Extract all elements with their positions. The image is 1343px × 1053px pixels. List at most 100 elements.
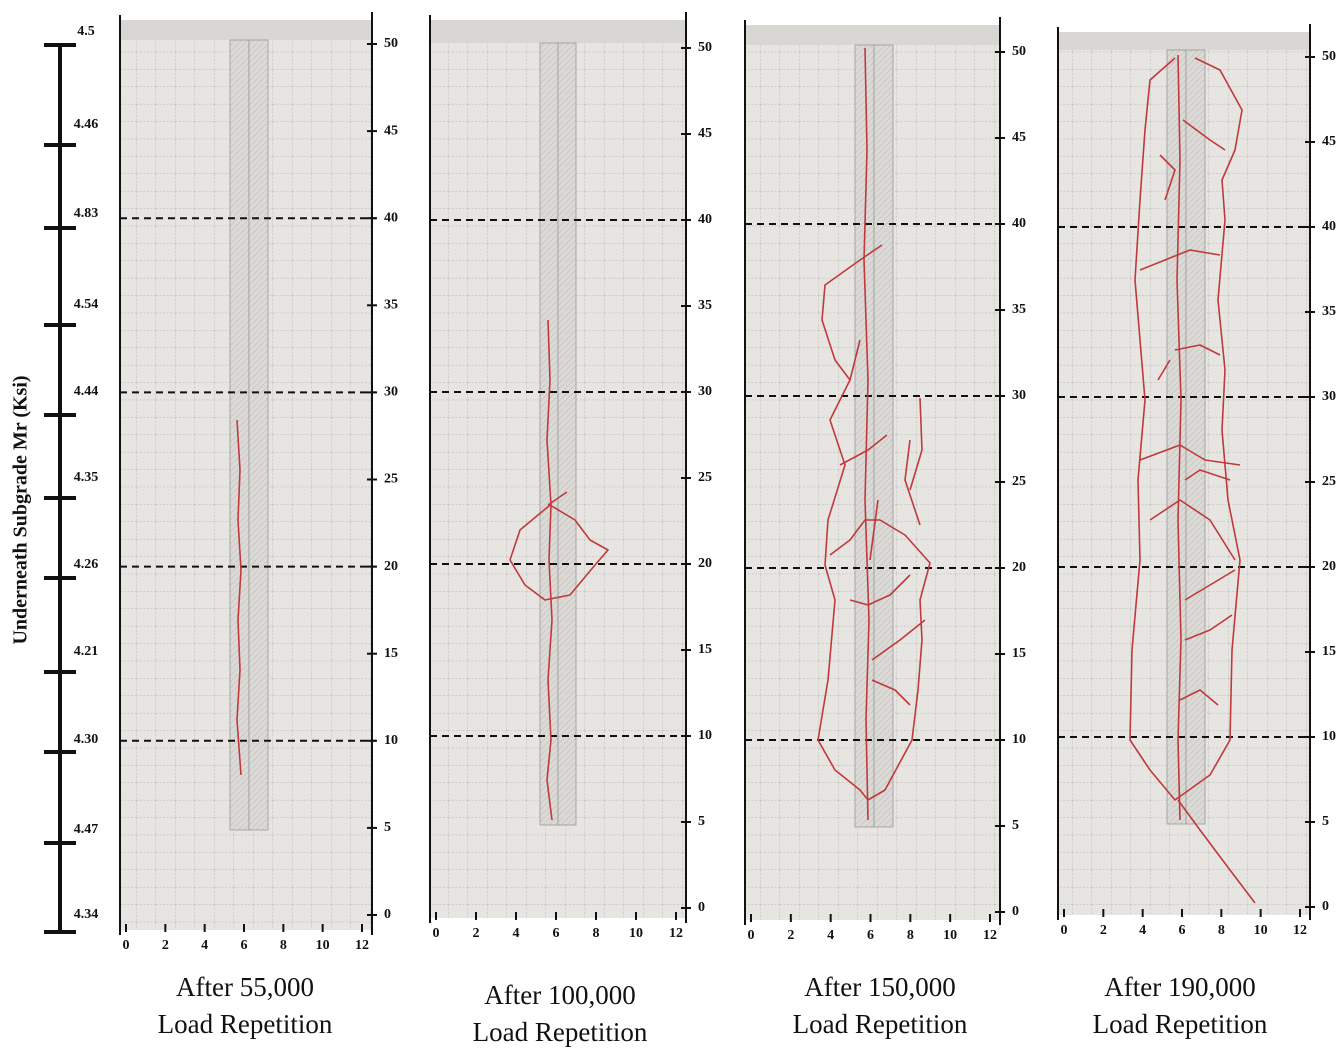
scale-value: 4.21 [74, 644, 99, 659]
y-tick-label: 10 [1012, 732, 1026, 747]
caption: Load Repetition [158, 1009, 333, 1039]
y-tick-label: 35 [384, 298, 398, 313]
y-tick-label: 45 [698, 126, 712, 141]
y-tick-label: 50 [1012, 44, 1026, 59]
top-band [430, 20, 686, 43]
crack [1157, 359, 1171, 381]
y-tick-label: 25 [698, 470, 712, 485]
x-tick-label: 4 [1139, 923, 1146, 938]
wheel-path [229, 39, 250, 831]
x-tick-label: 8 [280, 938, 287, 953]
crack [1139, 249, 1221, 271]
y-tick-label: 20 [384, 559, 398, 574]
y-tick-label: 15 [698, 642, 712, 657]
x-tick-label: 12 [669, 926, 683, 941]
y-tick-label: 5 [384, 820, 391, 835]
y-tick-label: 30 [384, 385, 398, 400]
crack [547, 491, 568, 506]
x-tick-label: 2 [473, 926, 480, 941]
y-tick-label: 0 [384, 907, 391, 922]
crack [904, 439, 921, 526]
caption: Load Repetition [1093, 1009, 1268, 1039]
wheel-path [854, 44, 875, 828]
y-tick-label: 15 [384, 646, 398, 661]
crack [1149, 499, 1236, 561]
crack [1184, 469, 1231, 481]
crack [1176, 54, 1182, 821]
y-tick-label: 25 [1322, 474, 1336, 489]
x-tick-label: 8 [907, 928, 914, 943]
scale-value: 4.35 [74, 470, 99, 485]
x-tick-label: 6 [1179, 923, 1186, 938]
crack [1159, 154, 1176, 201]
x-tick-label: 6 [553, 926, 560, 941]
y-tick-label: 10 [698, 728, 712, 743]
x-tick-label: 8 [593, 926, 600, 941]
y-tick-label: 40 [1322, 219, 1336, 234]
scale-value: 4.26 [74, 557, 99, 572]
scale-value: 4.54 [74, 297, 99, 312]
caption: After 190,000 [1104, 972, 1255, 1002]
crack [1174, 344, 1221, 356]
panels [44, 12, 1315, 935]
y-tick-label: 5 [1322, 814, 1329, 829]
x-tick-label: 8 [1218, 923, 1225, 938]
crack [871, 619, 926, 661]
crack [863, 47, 870, 821]
cracks [236, 47, 1256, 904]
y-tick-label: 30 [1322, 389, 1336, 404]
x-tick-label: 12 [983, 928, 997, 943]
y-tick-label: 50 [384, 36, 398, 51]
wheel-path [557, 42, 577, 826]
caption: Load Repetition [793, 1009, 968, 1039]
top-band [1058, 32, 1310, 50]
crack [871, 679, 911, 706]
y-tick-label: 10 [384, 733, 398, 748]
x-tick-label: 2 [787, 928, 794, 943]
crack [1184, 569, 1236, 601]
scale-value: 4.83 [74, 206, 99, 221]
y-tick-label: 35 [1322, 304, 1336, 319]
top-band [120, 20, 372, 40]
top-band [745, 25, 1000, 45]
x-tick-label: 10 [316, 938, 330, 953]
x-tick-label: 0 [433, 926, 440, 941]
scale-value: 4.5 [77, 24, 95, 39]
x-tick-label: 10 [629, 926, 643, 941]
crack [236, 419, 242, 776]
crack [1179, 689, 1219, 706]
crack [1184, 614, 1233, 641]
y-tick-label: 50 [698, 40, 712, 55]
caption: After 100,000 [484, 980, 635, 1010]
crack [869, 499, 879, 561]
y-tick-label: 45 [1012, 130, 1026, 145]
y-tick-label: 30 [698, 384, 712, 399]
y-tick-label: 40 [698, 212, 712, 227]
y-tick-label: 0 [1012, 904, 1019, 919]
x-tick-label: 12 [355, 938, 369, 953]
y-tick-label: 45 [384, 123, 398, 138]
y-tick-label: 0 [1322, 899, 1329, 914]
y-tick-label: 35 [1012, 302, 1026, 317]
wheel-path [248, 39, 269, 831]
y-tick-label: 35 [698, 298, 712, 313]
wheel-path [1166, 49, 1187, 825]
x-tick-label: 4 [827, 928, 834, 943]
y-tick-label: 15 [1012, 646, 1026, 661]
y-tick-label: 5 [698, 814, 705, 829]
wheel-path [1185, 49, 1206, 825]
x-tick-label: 0 [123, 938, 130, 953]
y-tick-label: 30 [1012, 388, 1026, 403]
crack [849, 574, 911, 606]
axis-label: Underneath Subgrade Mr (Ksi) [10, 375, 32, 644]
x-tick-label: 2 [162, 938, 169, 953]
crack [1177, 799, 1256, 904]
x-tick-label: 0 [748, 928, 755, 943]
crack [839, 434, 888, 466]
x-tick-label: 10 [1254, 923, 1268, 938]
y-tick-label: 0 [698, 900, 705, 915]
y-tick-label: 5 [1012, 818, 1019, 833]
x-tick-label: 2 [1100, 923, 1107, 938]
crack [546, 319, 553, 821]
